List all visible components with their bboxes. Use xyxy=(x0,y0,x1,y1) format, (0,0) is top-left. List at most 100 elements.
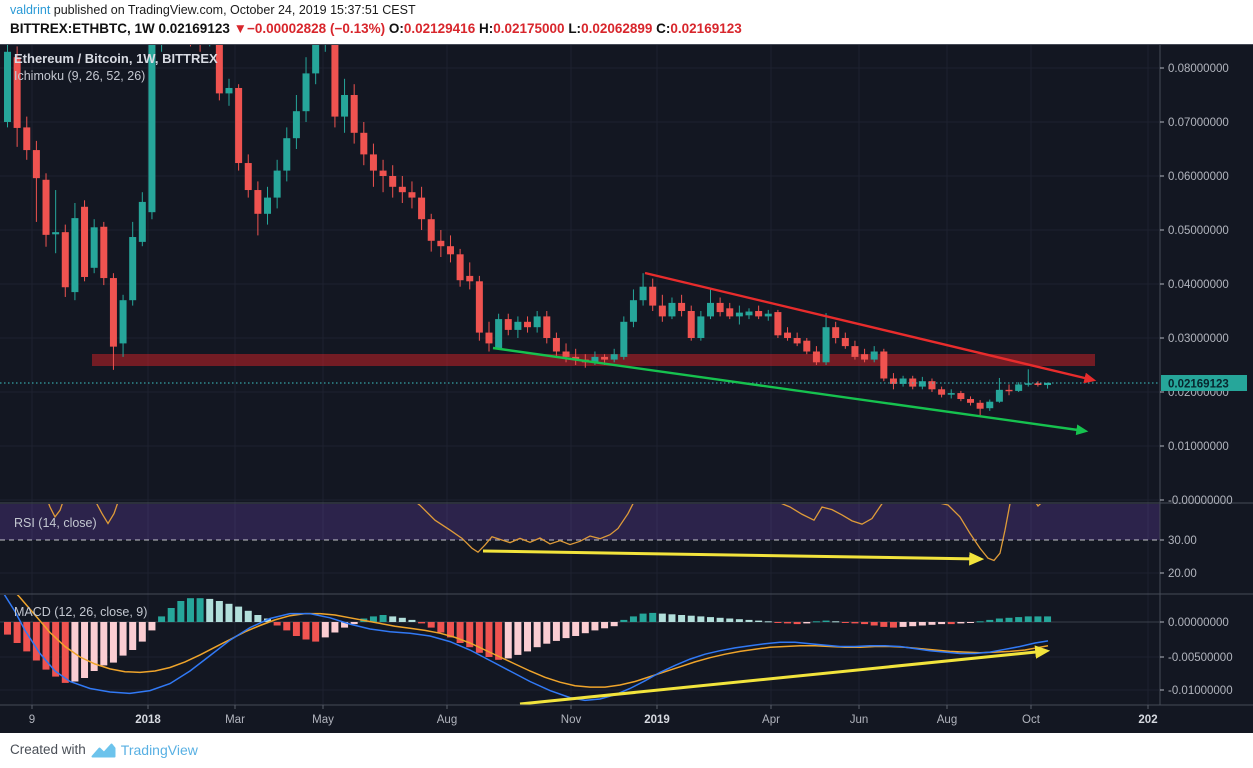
chart-area[interactable]: 0.08000000 0.07000000 0.06000000 0.05000000… xyxy=(0,44,1253,733)
time-axis-label: Apr xyxy=(762,714,780,726)
candle-body xyxy=(215,45,223,94)
candle-body xyxy=(928,381,936,390)
macd-bar xyxy=(312,622,320,642)
macd-bar xyxy=(52,622,60,677)
macd-bar xyxy=(408,619,416,622)
publish-byline: valdrint published on TradingView.com, O… xyxy=(10,3,416,17)
macd-bar xyxy=(774,622,782,623)
candle-body xyxy=(4,51,11,122)
macd-bar xyxy=(427,622,435,628)
price-label-text: 0.02169123 xyxy=(1168,379,1229,391)
macd-bar xyxy=(71,622,79,682)
macd-bar xyxy=(1015,617,1023,622)
macd-bar xyxy=(803,622,811,624)
macd-bar xyxy=(687,615,695,622)
price-axis-label: 0.07000000 xyxy=(1168,117,1229,129)
candle-body xyxy=(504,319,512,330)
candle-body xyxy=(13,57,21,128)
candle-body xyxy=(533,316,541,328)
candle-body xyxy=(832,327,840,338)
macd-bar xyxy=(437,622,445,633)
macd-bar xyxy=(418,622,426,624)
rsi-trend-arrow[interactable] xyxy=(482,549,985,566)
macd-bar xyxy=(861,622,869,625)
candle-body xyxy=(562,351,570,357)
candle-body xyxy=(42,179,50,235)
price-axis[interactable]: 0.08000000 0.07000000 0.06000000 0.05000000… xyxy=(1160,63,1233,697)
macd-bar xyxy=(109,622,117,663)
candle-body xyxy=(456,254,464,281)
macd-bar xyxy=(928,622,936,625)
macd-bar xyxy=(726,618,734,622)
macd-bar xyxy=(273,622,281,626)
price-chart-svg[interactable]: 0.08000000 0.07000000 0.06000000 0.05000000… xyxy=(0,44,1253,733)
macd-bar xyxy=(678,615,686,622)
macd-bar xyxy=(292,622,300,636)
descending-resistance-arrow[interactable] xyxy=(644,271,1097,384)
candle-body xyxy=(649,286,657,306)
candle-body xyxy=(1044,382,1052,386)
candle-body xyxy=(687,311,695,338)
candle-body xyxy=(254,190,262,214)
time-axis-label: Aug xyxy=(437,714,457,726)
price-axis-label: 0.05000000 xyxy=(1168,225,1229,237)
candle-body xyxy=(235,87,243,164)
open-value: 0.02129416 xyxy=(403,21,476,36)
macd-bar xyxy=(572,622,580,636)
macd-bar xyxy=(206,598,214,622)
macd-bar xyxy=(735,619,743,622)
symbol-name[interactable]: BITTREX:ETHBTC, 1W xyxy=(10,21,155,36)
chart-title: Ethereum / Bitcoin, 1W, BITTREX xyxy=(14,51,218,66)
open-label: O: xyxy=(388,21,404,36)
candle-body xyxy=(398,186,406,193)
candle-body xyxy=(244,163,252,191)
tradingview-logo-icon[interactable] xyxy=(91,741,116,758)
candle-body xyxy=(90,227,98,268)
candle-body xyxy=(986,401,994,409)
macd-bar xyxy=(466,622,474,648)
candle-body xyxy=(774,312,782,336)
price-axis-label: 0.08000000 xyxy=(1168,63,1229,75)
candle-body xyxy=(629,300,637,322)
tradingview-brand-link[interactable]: TradingView xyxy=(120,741,198,758)
macd-bar xyxy=(138,622,146,642)
candle-body xyxy=(1024,383,1032,385)
time-axis[interactable]: 9 2018 Mar May Aug Nov 2019 Apr Jun Aug Oct 202 xyxy=(29,705,1158,726)
chart-background xyxy=(0,44,1253,733)
price-axis-label: 0.04000000 xyxy=(1168,279,1229,291)
macd-trend-arrow[interactable] xyxy=(519,645,1051,706)
candle-body xyxy=(109,278,117,347)
candle-body xyxy=(812,351,820,363)
candle-body xyxy=(889,378,897,384)
macd-bar xyxy=(350,622,358,625)
candle-body xyxy=(745,311,753,316)
candle-body xyxy=(899,378,907,384)
macd-bar xyxy=(591,622,599,631)
candle-body xyxy=(485,332,493,344)
rsi-axis-label: 30.00 xyxy=(1168,535,1197,547)
descending-support-arrow[interactable] xyxy=(492,346,1089,436)
candle-body xyxy=(1034,383,1042,385)
candle-body xyxy=(524,321,532,328)
candle-body xyxy=(784,332,792,338)
candle-body xyxy=(495,319,503,349)
macd-axis-label: 0.00000000 xyxy=(1168,617,1229,629)
macd-bar xyxy=(620,619,628,622)
candle-body xyxy=(870,351,878,360)
author-link[interactable]: valdrint xyxy=(10,3,51,17)
candle-body xyxy=(341,95,349,117)
macd-bar xyxy=(870,622,878,626)
time-axis-label: 2018 xyxy=(135,714,161,726)
macd-bar xyxy=(42,622,50,670)
macd-bar xyxy=(639,613,647,622)
macd-bar xyxy=(697,616,705,622)
price-axis-label: 0.01000000 xyxy=(1168,441,1229,453)
macd-bar xyxy=(938,622,946,625)
last-price: 0.02169123 xyxy=(158,21,230,36)
macd-bar xyxy=(23,622,31,652)
macd-bar xyxy=(331,622,339,633)
macd-bar xyxy=(822,620,830,622)
candle-body xyxy=(264,197,272,214)
price-axis-label: 0.03000000 xyxy=(1168,333,1229,345)
macd-bar xyxy=(302,622,310,640)
